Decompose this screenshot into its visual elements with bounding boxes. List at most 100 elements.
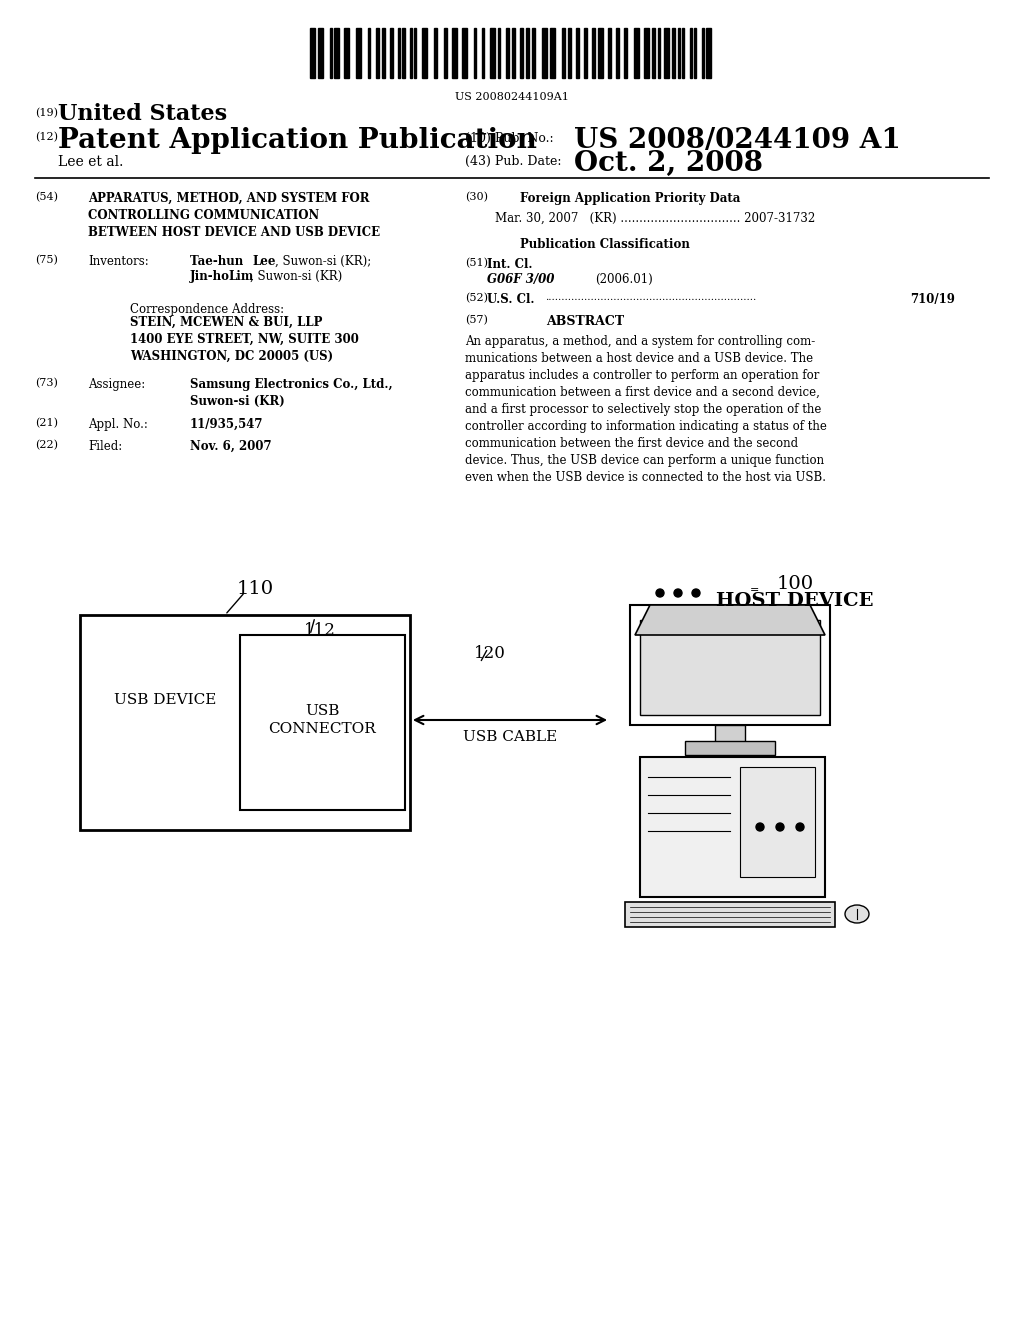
Text: United States: United States — [58, 103, 227, 125]
Bar — [344, 28, 348, 78]
Bar — [414, 28, 416, 78]
Text: 710/19: 710/19 — [910, 293, 955, 306]
Text: Foreign Application Priority Data: Foreign Application Priority Data — [520, 191, 740, 205]
Circle shape — [692, 589, 700, 597]
Text: U.S. Cl.: U.S. Cl. — [487, 293, 535, 306]
Text: ABSTRACT: ABSTRACT — [546, 315, 624, 327]
Text: Lee et al.: Lee et al. — [58, 154, 123, 169]
Text: Nov. 6, 2007: Nov. 6, 2007 — [190, 440, 271, 453]
Bar — [474, 28, 475, 78]
Text: USB CABLE: USB CABLE — [463, 730, 557, 744]
Text: (19): (19) — [35, 108, 58, 119]
Bar — [584, 28, 587, 78]
Text: HOST DEVICE: HOST DEVICE — [716, 591, 873, 610]
Bar — [532, 28, 535, 78]
Text: (54): (54) — [35, 191, 58, 202]
Polygon shape — [635, 605, 825, 635]
Bar — [634, 28, 639, 78]
Circle shape — [796, 822, 804, 832]
Bar — [625, 902, 835, 927]
Bar — [376, 28, 379, 78]
Text: (12): (12) — [35, 132, 58, 143]
Bar — [575, 28, 579, 78]
Text: (2006.01): (2006.01) — [595, 273, 652, 286]
Text: 112: 112 — [304, 622, 336, 639]
Bar — [672, 28, 675, 78]
Bar — [390, 28, 393, 78]
Bar — [658, 28, 659, 78]
Circle shape — [674, 589, 682, 597]
Text: US 20080244109A1: US 20080244109A1 — [455, 92, 569, 102]
Bar — [664, 28, 669, 78]
Text: (51): (51) — [465, 257, 488, 268]
Bar — [330, 28, 332, 78]
Bar — [512, 28, 515, 78]
Bar — [685, 741, 775, 755]
Text: =: = — [750, 585, 760, 595]
Bar — [410, 28, 412, 78]
Bar — [644, 28, 648, 78]
Bar — [402, 28, 406, 78]
Text: STEIN, MCEWEN & BUI, LLP
1400 EYE STREET, NW, SUITE 300
WASHINGTON, DC 20005 (US: STEIN, MCEWEN & BUI, LLP 1400 EYE STREET… — [130, 315, 358, 363]
Text: G06F 3/00: G06F 3/00 — [487, 273, 554, 286]
Bar — [624, 28, 627, 78]
Bar — [368, 28, 370, 78]
Bar — [356, 28, 360, 78]
Text: (73): (73) — [35, 378, 58, 388]
Bar — [434, 28, 437, 78]
Bar — [740, 767, 815, 876]
Bar — [690, 28, 691, 78]
Bar — [678, 28, 680, 78]
Text: Correspondence Address:: Correspondence Address: — [130, 304, 284, 315]
Bar — [682, 28, 683, 78]
Bar — [526, 28, 529, 78]
Text: Filed:: Filed: — [88, 440, 122, 453]
Bar — [498, 28, 500, 78]
Text: Appl. No.:: Appl. No.: — [88, 418, 147, 432]
Text: Lim: Lim — [228, 271, 253, 282]
Bar — [482, 28, 483, 78]
Text: 120: 120 — [474, 645, 506, 663]
Text: 11/935,547: 11/935,547 — [190, 418, 263, 432]
Text: (30): (30) — [465, 191, 488, 202]
Ellipse shape — [845, 906, 869, 923]
Bar — [550, 28, 555, 78]
Text: , Suwon-si (KR): , Suwon-si (KR) — [250, 271, 342, 282]
Text: (21): (21) — [35, 418, 58, 428]
Bar — [592, 28, 595, 78]
Text: (22): (22) — [35, 440, 58, 450]
Bar — [598, 28, 602, 78]
Bar — [422, 28, 427, 78]
Text: Tae-hun: Tae-hun — [190, 255, 248, 268]
Text: Publication Classification: Publication Classification — [520, 238, 690, 251]
Bar — [334, 28, 339, 78]
Text: Samsung Electronics Co., Ltd.,
Suwon-si (KR): Samsung Electronics Co., Ltd., Suwon-si … — [190, 378, 392, 408]
Bar — [506, 28, 509, 78]
Bar — [715, 725, 745, 743]
Text: Patent Application Publication: Patent Application Publication — [58, 127, 537, 154]
Bar — [542, 28, 547, 78]
Text: (43) Pub. Date:: (43) Pub. Date: — [465, 154, 561, 168]
Bar — [562, 28, 565, 78]
Bar — [652, 28, 655, 78]
Text: 110: 110 — [237, 579, 273, 598]
Bar — [398, 28, 399, 78]
Bar — [444, 28, 447, 78]
Bar — [452, 28, 457, 78]
Text: (52): (52) — [465, 293, 488, 304]
Text: USB
CONNECTOR: USB CONNECTOR — [268, 704, 376, 737]
Text: 100: 100 — [776, 576, 813, 593]
Text: .................................................................: ........................................… — [545, 293, 757, 302]
Text: An apparatus, a method, and a system for controlling com-
munications between a : An apparatus, a method, and a system for… — [465, 335, 826, 484]
Text: Jin-ho: Jin-ho — [190, 271, 234, 282]
Circle shape — [756, 822, 764, 832]
Text: Inventors:: Inventors: — [88, 255, 148, 268]
Bar — [640, 620, 820, 715]
Text: USB DEVICE: USB DEVICE — [114, 693, 216, 708]
Bar — [318, 28, 323, 78]
Bar — [616, 28, 618, 78]
Circle shape — [776, 822, 784, 832]
Text: US 2008/0244109 A1: US 2008/0244109 A1 — [574, 127, 901, 154]
Circle shape — [656, 589, 664, 597]
Bar — [702, 28, 703, 78]
